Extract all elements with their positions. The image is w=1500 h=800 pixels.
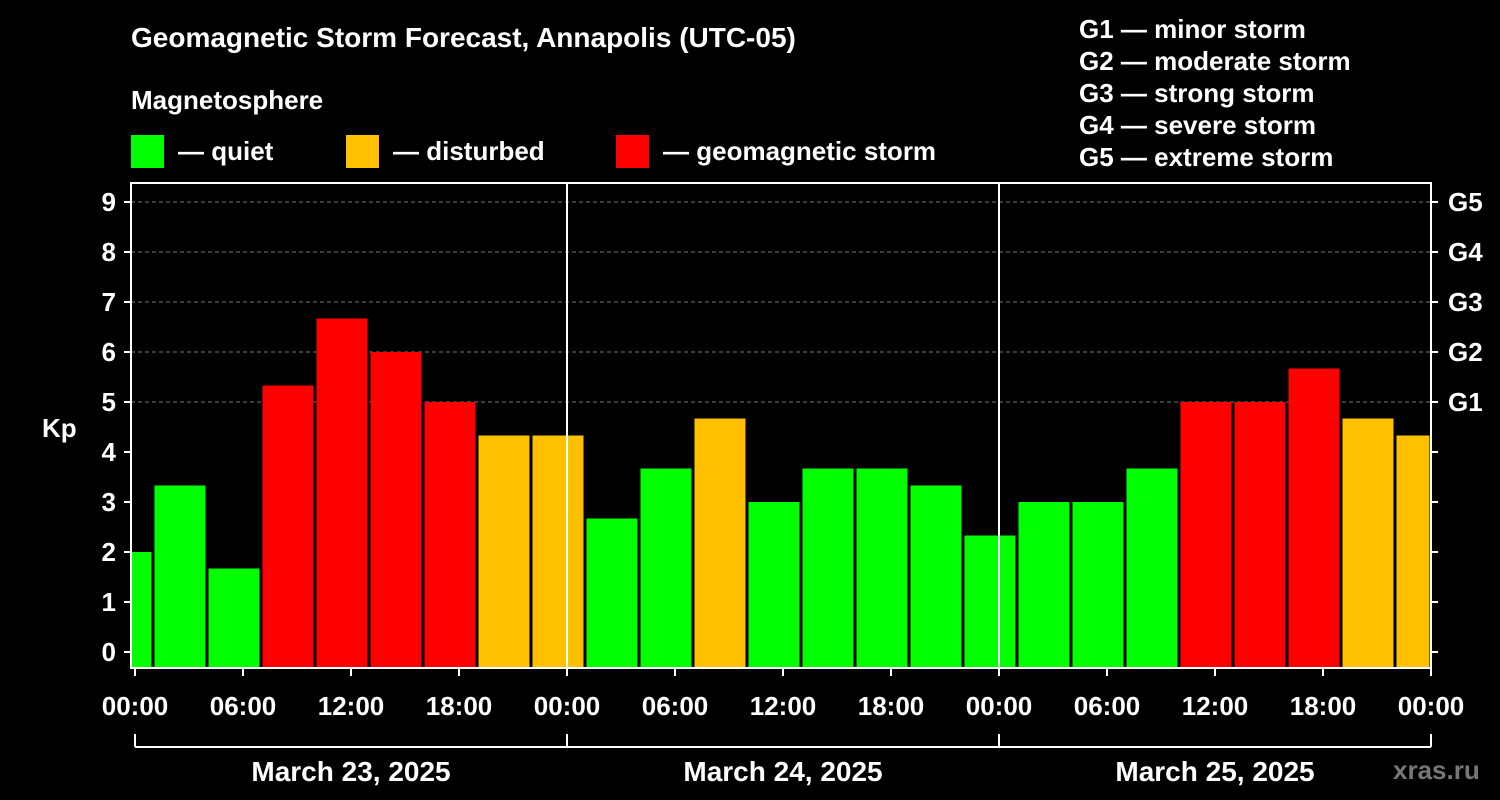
day-label: March 24, 2025 (683, 756, 882, 787)
bar-disturbed (1342, 418, 1394, 668)
bar-storm (316, 318, 368, 668)
x-tick-label: 18:00 (1290, 691, 1357, 721)
watermark: xras.ru (1393, 755, 1480, 785)
bar-quiet (910, 485, 962, 668)
bar-quiet (130, 552, 152, 668)
y-tick-label: 1 (102, 587, 116, 617)
quiet-swatch (131, 134, 164, 168)
bar-quiet (748, 502, 800, 668)
bar-storm (1234, 402, 1286, 668)
y-tick-label: 9 (102, 187, 116, 217)
g-scale-label: G3 (1448, 287, 1483, 317)
bar-storm (370, 352, 422, 668)
g-level-legend: G1 — minor storm G2 — moderate storm G3 … (1079, 13, 1351, 173)
legend-subtitle: Magnetosphere (131, 85, 324, 115)
g-level-g5: G5 — extreme storm (1079, 142, 1334, 172)
bar-quiet (154, 485, 206, 668)
bar-quiet (1018, 502, 1070, 668)
bar-disturbed (478, 435, 530, 668)
bar-storm (262, 385, 314, 668)
x-tick-label: 18:00 (426, 691, 493, 721)
x-tick-label: 12:00 (1182, 691, 1249, 721)
legend-item-storm: — geomagnetic storm (616, 134, 936, 168)
g-scale-label: G4 (1448, 237, 1483, 267)
bar-quiet (802, 468, 854, 668)
y-tick-label: 2 (102, 537, 116, 567)
day-label: March 23, 2025 (251, 756, 450, 787)
y-tick-label: 0 (102, 637, 116, 667)
bar-storm (1288, 368, 1340, 668)
y-tick-label: 6 (102, 337, 116, 367)
legend-label-storm: — geomagnetic storm (663, 135, 937, 166)
legend-item-quiet: — quiet (131, 134, 273, 168)
y-tick-label: 3 (102, 487, 116, 517)
bar-quiet (640, 468, 692, 668)
g-scale-label: G1 (1448, 387, 1483, 417)
x-tick-label: 06:00 (210, 691, 277, 721)
day-label: March 25, 2025 (1115, 756, 1314, 787)
bar-disturbed (1396, 435, 1430, 668)
bar-disturbed (532, 435, 584, 668)
y-tick-label: 4 (102, 437, 117, 467)
plot-frame (130, 182, 1432, 669)
bar-quiet (1072, 502, 1124, 668)
storm-swatch (616, 134, 649, 168)
x-tick-label: 00:00 (102, 691, 169, 721)
bar-quiet (964, 535, 1016, 668)
x-tick-label: 00:00 (966, 691, 1033, 721)
bar-quiet (586, 518, 638, 668)
bar-quiet (1126, 468, 1178, 668)
bar-storm (424, 402, 476, 668)
legend-label-quiet: — quiet (178, 135, 274, 166)
g-level-g1: G1 — minor storm (1079, 14, 1306, 44)
x-tick-label: 06:00 (1074, 691, 1141, 721)
legend-label-disturbed: — disturbed (393, 135, 545, 166)
y-tick-label: 5 (102, 387, 116, 417)
bar-quiet (208, 568, 260, 668)
x-tick-label: 00:00 (1398, 691, 1465, 721)
x-tick-label: 06:00 (642, 691, 709, 721)
bar-disturbed (694, 418, 746, 668)
chart-title: Geomagnetic Storm Forecast, Annapolis (U… (131, 22, 796, 53)
g-level-g4: G4 — severe storm (1079, 110, 1317, 140)
disturbed-swatch (346, 134, 379, 168)
g-level-g2: G2 — moderate storm (1079, 46, 1351, 76)
g-scale-label: G5 (1448, 187, 1483, 217)
bar-quiet (856, 468, 908, 668)
g-level-g3: G3 — strong storm (1079, 78, 1315, 108)
bar-storm (1180, 402, 1232, 668)
legend-item-disturbed: — disturbed (346, 134, 545, 168)
x-tick-label: 00:00 (534, 691, 601, 721)
y-axis-label: Kp (42, 413, 77, 443)
y-tick-label: 7 (102, 287, 116, 317)
x-tick-label: 12:00 (750, 691, 817, 721)
x-tick-label: 18:00 (858, 691, 925, 721)
x-tick-label: 12:00 (318, 691, 385, 721)
g-scale-label: G2 (1448, 337, 1483, 367)
y-tick-label: 8 (102, 237, 116, 267)
